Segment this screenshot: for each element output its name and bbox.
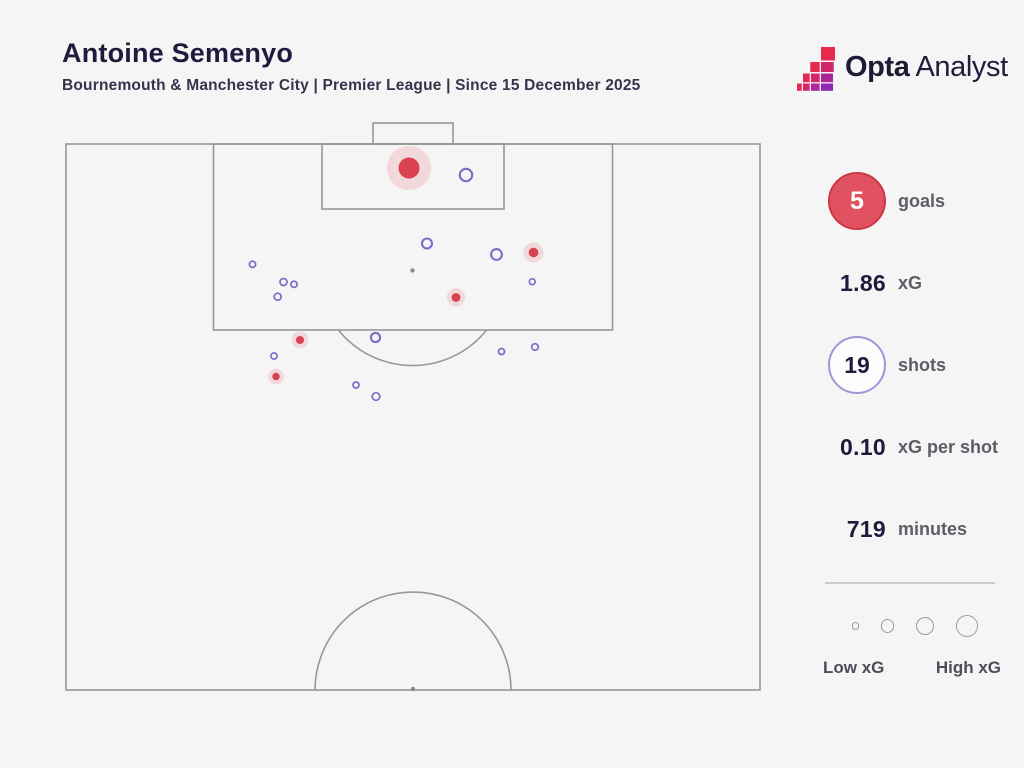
stat-row-shots: 19 shots — [820, 336, 1020, 394]
shot-marker-layer — [248, 145, 544, 402]
penalty-spot — [410, 268, 415, 273]
shot-marker — [371, 391, 381, 402]
shot-marker — [273, 292, 283, 302]
shots-value: 19 — [844, 351, 870, 378]
goal-marker — [528, 247, 539, 258]
pitch-shot-map — [65, 122, 761, 692]
shot-marker — [248, 260, 257, 269]
legend-size-circle — [915, 616, 935, 636]
xg-size-legend — [852, 614, 978, 638]
shot-marker — [352, 381, 360, 389]
shot-marker — [528, 277, 537, 286]
opta-logo-icon — [797, 47, 835, 91]
shot-marker — [369, 331, 382, 344]
goal-marker — [296, 336, 304, 344]
legend-labels: Low xG High xG — [823, 658, 1001, 678]
stat-row-xg: 1.86 xG — [820, 254, 1020, 312]
logo-product: Analyst — [915, 50, 1008, 83]
legend-size-circle — [852, 622, 860, 630]
centre-circle — [314, 591, 512, 691]
stat-row-xg-per-shot: 0.10 xG per shot — [820, 418, 1020, 476]
shot-marker — [270, 352, 278, 360]
header: Antoine Semenyo Bournemouth & Manchester… — [62, 38, 641, 95]
shot-marker — [279, 277, 288, 287]
minutes-label: minutes — [898, 518, 968, 539]
page-subtitle: Bournemouth & Manchester City | Premier … — [62, 77, 641, 94]
goals-label: goals — [898, 190, 946, 211]
shot-marker — [490, 248, 503, 261]
opta-analyst-logo: Opta Analyst — [796, 42, 1008, 92]
logo-brand: Opta — [845, 50, 910, 83]
legend-divider — [825, 582, 995, 584]
goal-marker — [272, 372, 280, 381]
goal — [372, 122, 454, 145]
legend-high-label: High xG — [935, 658, 1001, 677]
shot-marker — [290, 280, 298, 289]
page-title: Antoine Semenyo — [62, 38, 294, 68]
goal-marker — [451, 293, 461, 302]
xg-label: xG — [898, 272, 923, 293]
goals-badge: 5 — [828, 172, 886, 230]
shot-marker — [530, 342, 540, 352]
xg-value: 1.86 — [840, 269, 886, 296]
penalty-area — [212, 143, 614, 331]
shots-badge: 19 — [828, 336, 886, 394]
pitch-outline — [65, 143, 761, 691]
shot-marker — [420, 237, 434, 250]
stat-row-goals: 5 goals — [820, 172, 1020, 230]
goals-value: 5 — [850, 186, 864, 215]
centre-spot — [410, 686, 416, 692]
legend-low-label: Low xG — [823, 658, 885, 677]
shots-label: shots — [898, 354, 947, 375]
minutes-value: 719 — [846, 515, 886, 542]
stat-row-minutes: 719 minutes — [820, 500, 1020, 558]
goal-marker — [398, 157, 420, 179]
logo-wordmark: Opta Analyst — [845, 51, 1008, 84]
xg-per-shot-label: xG per shot — [898, 436, 999, 457]
xg-per-shot-value: 0.10 — [840, 433, 886, 460]
legend-size-circle — [955, 615, 978, 637]
legend-size-circle — [880, 619, 895, 633]
shot-marker — [458, 167, 474, 183]
penalty-arc — [337, 329, 488, 367]
stats-sidebar: 5 goals 1.86 xG 19 shots 0.10 xG per sho… — [820, 172, 1020, 678]
shot-marker — [497, 347, 506, 356]
